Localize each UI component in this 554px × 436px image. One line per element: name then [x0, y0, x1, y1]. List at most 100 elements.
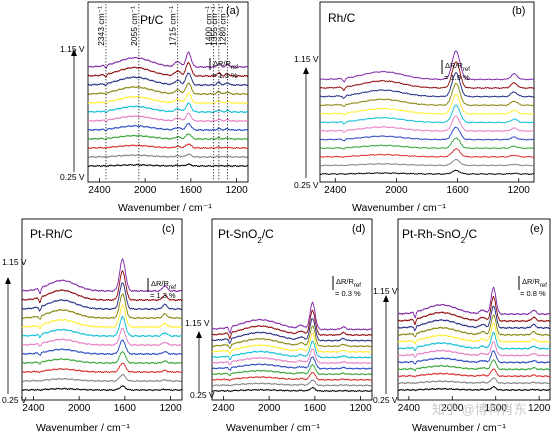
spectrum-line — [319, 158, 535, 167]
spectrum-line — [21, 362, 183, 374]
svg-text:= 1.9 %: = 1.9 % — [444, 73, 470, 82]
panel-b: 2400 2000 1600 1200 Wavenumber / cm⁻¹ Rh/C … — [294, 1, 535, 214]
x-tick-label: 2000 — [385, 185, 408, 196]
panel-a-scale-sub: ref — [231, 65, 238, 71]
x-tick-label: 2000 — [441, 403, 464, 414]
spectrum-line — [319, 50, 535, 83]
spectrum-line — [211, 318, 373, 344]
spectrum-line — [21, 282, 183, 312]
panel-e-arrowhead-icon — [383, 295, 389, 302]
spectrum-line — [319, 83, 535, 107]
spectrum-line — [319, 126, 535, 142]
panel-c-scale-bar: ΔR/Rref = 1.3 % — [147, 278, 176, 300]
x-tick-label: 1600 — [114, 403, 137, 414]
panel-a: 2400 2000 1600 1200 Wavenumber / cm⁻¹ Pt/C … — [60, 1, 249, 214]
spectrum-line — [21, 316, 183, 339]
x-tick-label: 1200 — [225, 185, 248, 196]
spectrum-line — [87, 92, 249, 105]
panel-b-scale-label: ΔR/R — [445, 61, 464, 70]
panel-d-spectra — [211, 301, 373, 393]
panel-b-voltage-bottom: 0.25 V — [294, 180, 319, 190]
spectrum-line — [397, 350, 551, 365]
panel-e-scale-bar: ΔR/Rref = 0.8 % — [518, 276, 547, 298]
panel-a-scale-value: 1.3 % — [218, 71, 238, 80]
panel-e-label: Pt-Rh-SnO2/C — [402, 227, 477, 245]
svg-text:ΔR/Rref: ΔR/Rref — [213, 59, 238, 71]
spectrum-line — [21, 293, 183, 320]
panel-d-label-sub: 2 — [257, 236, 262, 245]
panel-c-voltage-bottom: 0.25 V — [2, 395, 27, 405]
panel-d-scale-value: 0.3 % — [341, 289, 361, 298]
spectrum-line — [87, 133, 248, 141]
svg-text:= 1.3 %: = 1.3 % — [212, 71, 238, 80]
x-tick-label: 1200 — [159, 403, 182, 414]
panel-a-spectra — [87, 51, 249, 168]
spectrum-line — [319, 169, 535, 176]
panel-c-ticks: 2400 2000 1600 1200 — [22, 396, 182, 414]
panel-c-voltage-top: 1.15 V — [2, 257, 27, 267]
band-annotation: 1280 cm⁻¹ — [217, 6, 227, 46]
x-tick-label: 2400 — [22, 403, 45, 414]
spectrum-line — [87, 72, 249, 87]
spectrum-line — [211, 363, 373, 377]
spectrum-line — [211, 325, 373, 349]
x-tick-label: 2400 — [212, 403, 235, 414]
svg-text:= 0.3 %: = 0.3 % — [335, 289, 361, 298]
panel-b-xlabel: Wavenumber / cm⁻¹ — [352, 202, 446, 214]
panel-c: 2400 2000 1600 1200 Wavenumber / cm⁻¹ Pt-Rh… — [2, 218, 183, 434]
svg-text:ΔR/Rref: ΔR/Rref — [151, 279, 176, 291]
spectrum-line — [21, 339, 183, 356]
panel-b-label: Rh/C — [328, 11, 356, 25]
panel-d-scale-label: ΔR/R — [336, 277, 355, 286]
spectrum-line — [319, 93, 535, 116]
x-tick-label: 2000 — [134, 185, 157, 196]
panel-e-spectra — [397, 286, 551, 392]
panel-e: 2400 2000 1600 1200 Wavenumber / cm⁻¹ Pt-Rh… — [373, 218, 551, 434]
panel-a-band-markers — [105, 4, 228, 180]
panel-a-scale-label: ΔR/R — [213, 59, 232, 68]
panel-e-scale-sub: ref — [540, 283, 547, 289]
spectrum-line — [319, 104, 535, 125]
spectrum-line — [21, 385, 183, 392]
panel-d-label-main: Pt-SnO — [218, 227, 257, 241]
band-annotation: 1355 cm⁻¹ — [209, 6, 219, 46]
panel-e-voltage-top: 1.15 V — [373, 286, 398, 296]
panel-a-voltage-top: 1.15 V — [60, 44, 85, 54]
svg-text:ΔR/Rref: ΔR/Rref — [336, 277, 361, 289]
spectrum-line — [212, 309, 373, 340]
watermark: 知乎 @博科肖东 — [432, 402, 527, 417]
spectrum-line — [87, 112, 249, 123]
panel-c-scale-value: 1.3 % — [156, 291, 176, 300]
spectrum-line — [397, 359, 550, 372]
spectrum-line — [211, 371, 373, 382]
spectrum-line — [21, 258, 183, 295]
panel-d-scale-sub: ref — [354, 283, 361, 289]
spectrum-line — [211, 348, 372, 366]
panel-d-ticks: 2400 2000 1600 1200 — [212, 396, 372, 414]
band-annotation: 1715 cm⁻¹ — [168, 6, 178, 46]
spectrum-line — [87, 51, 249, 69]
panel-d-label-tail: /C — [262, 227, 274, 241]
x-tick-label: 1600 — [180, 185, 203, 196]
spectrum-line — [397, 286, 551, 319]
panel-c-label: Pt-Rh/C — [30, 227, 73, 241]
panel-a-scale-bar: ΔR/Rref = 1.3 % — [209, 58, 238, 80]
svg-text:ΔR/Rref: ΔR/Rref — [522, 277, 547, 289]
x-tick-label: 2000 — [258, 403, 281, 414]
spectrum-line — [211, 386, 373, 393]
spectrum-line — [211, 340, 373, 361]
panel-d: 2400 2000 1600 1200 Wavenumber / cm⁻¹ Pt-Sn… — [185, 218, 373, 434]
x-tick-label: 1200 — [349, 403, 372, 414]
svg-text:= 1.3 %: = 1.3 % — [150, 291, 176, 300]
spectrum-line — [397, 385, 551, 392]
spectrum-line — [87, 153, 249, 159]
spectrum-line — [319, 61, 535, 91]
x-tick-label: 1200 — [508, 185, 531, 196]
spectrum-line — [397, 341, 551, 358]
x-tick-label: 1600 — [485, 403, 508, 414]
spectrum-line — [397, 368, 551, 378]
panel-e-scale-value: 0.8 % — [526, 289, 546, 298]
panel-d-frame — [211, 218, 373, 401]
panel-d-xlabel: Wavenumber / cm⁻¹ — [226, 422, 320, 434]
x-tick-label: 1600 — [446, 185, 469, 196]
